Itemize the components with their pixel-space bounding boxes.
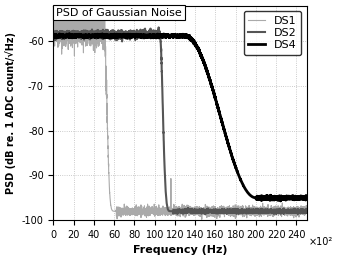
DS2	[203, 213, 207, 216]
Line: DS2: DS2	[54, 27, 306, 214]
DS1	[304, 207, 308, 210]
DS2	[148, 33, 152, 37]
Text: PSD of Gaussian Noise: PSD of Gaussian Noise	[56, 8, 182, 18]
DS1	[200, 218, 204, 221]
DS2	[260, 207, 264, 210]
DS4	[148, 34, 152, 37]
DS2	[52, 32, 56, 35]
DS1	[52, 18, 56, 21]
DS4	[216, 107, 220, 110]
DS1	[240, 208, 244, 211]
DS2	[203, 211, 207, 214]
Y-axis label: PSD (dB re. 1 ADC count/√Hz): PSD (dB re. 1 ADC count/√Hz)	[5, 32, 16, 194]
Legend: DS1, DS2, DS4: DS1, DS2, DS4	[244, 11, 301, 55]
DS1	[216, 208, 220, 211]
DS4	[304, 196, 308, 199]
DS4	[260, 197, 264, 200]
DS4	[52, 35, 56, 38]
Line: DS1: DS1	[54, 9, 306, 219]
DS1	[98, 29, 102, 32]
DS4	[98, 34, 102, 38]
DS1	[67, 7, 71, 10]
DS2	[157, 26, 161, 29]
DS1	[203, 210, 207, 213]
X-axis label: Frequency (Hz): Frequency (Hz)	[133, 245, 227, 256]
DS2	[240, 209, 244, 212]
DS1	[260, 210, 264, 213]
Text: ×10²: ×10²	[309, 237, 333, 247]
DS2	[216, 211, 220, 214]
DS4	[240, 182, 244, 185]
DS1	[148, 213, 152, 216]
Line: DS4: DS4	[54, 34, 306, 201]
DS2	[98, 35, 102, 38]
DS4	[279, 199, 283, 203]
DS4	[203, 64, 207, 68]
DS4	[67, 32, 72, 35]
DS2	[304, 209, 308, 212]
